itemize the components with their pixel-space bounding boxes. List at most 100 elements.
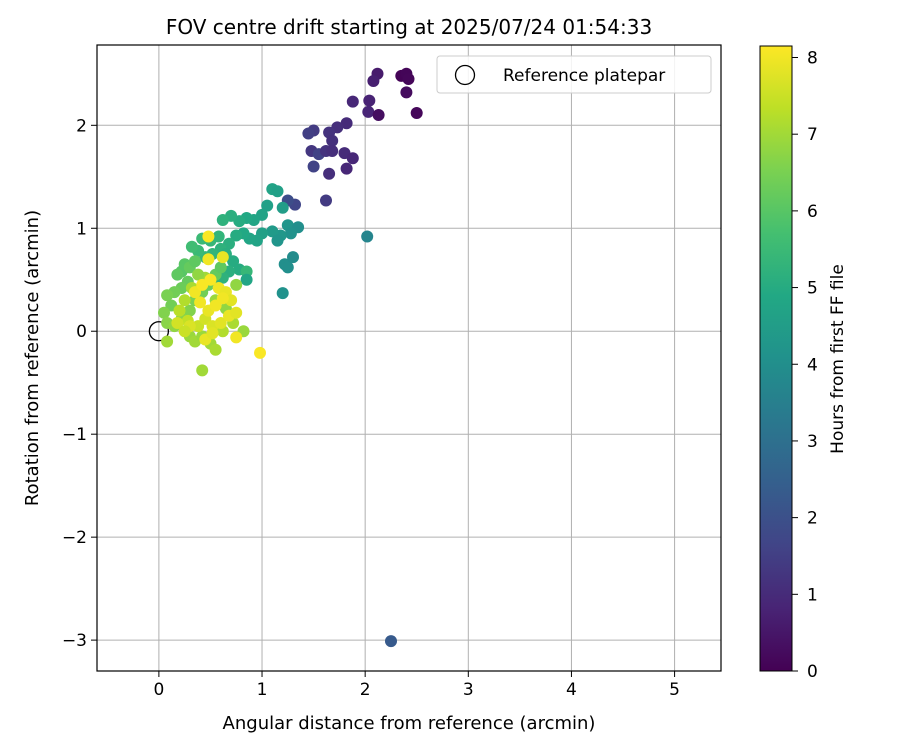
scatter-point [216, 292, 229, 305]
scatter-point [271, 185, 284, 198]
colorbar-label: Hours from first FF file [828, 264, 848, 454]
legend-marker-reference [454, 64, 476, 86]
scatter-point [284, 227, 297, 240]
scatter-point [254, 346, 266, 359]
scatter-point [192, 268, 205, 281]
scatter-point [361, 230, 374, 243]
scatter-point [204, 273, 217, 286]
colorbar-tick-label: 3 [807, 432, 818, 452]
scatter-point [385, 635, 397, 648]
x-tick-label: 0 [153, 680, 164, 700]
scatter-point [400, 86, 413, 99]
y-axis-ticks: −3 −2 −1 0 1 2 [62, 116, 97, 651]
scatter-point [261, 199, 274, 212]
scatter-point [410, 107, 423, 119]
scatter-point [214, 261, 227, 274]
scatter-point [276, 201, 289, 214]
scatter-point [209, 343, 222, 356]
scatter-point [189, 255, 201, 268]
scatter-point [230, 229, 243, 242]
x-tick-label: 4 [566, 680, 577, 700]
scatter-point [158, 306, 170, 319]
colorbar-tick-label: 0 [807, 662, 818, 682]
scatter-point [307, 160, 320, 173]
scatter-point [402, 73, 415, 85]
x-tick-label: 5 [669, 680, 680, 700]
scatter-point [173, 304, 186, 317]
scatter-point [240, 273, 253, 286]
scatter-point [202, 253, 215, 266]
scatter-point [178, 325, 191, 338]
y-tick-label: 0 [76, 322, 87, 342]
scatter-point [171, 317, 184, 329]
scatter-point [302, 127, 315, 140]
scatter-point [287, 251, 299, 264]
scatter-point [161, 335, 174, 348]
legend-label-reference: Reference platepar [503, 66, 665, 86]
colorbar-tick-label: 4 [807, 355, 818, 375]
scatter-point [230, 306, 243, 319]
scatter-point [340, 162, 353, 175]
scatter-point [240, 265, 253, 278]
chart-title: FOV centre drift starting at 2025/07/24 … [166, 15, 652, 39]
x-tick-label: 1 [257, 680, 268, 700]
scatter-point [281, 261, 294, 274]
colorbar-tick-label: 2 [807, 509, 818, 529]
scatter-point [266, 225, 279, 238]
colorbar-tick-label: 6 [807, 202, 818, 222]
y-tick-label: −3 [62, 631, 87, 651]
colorbar-tick-label: 8 [807, 49, 818, 69]
reference-platepar-marker [148, 321, 170, 342]
scatter-point [346, 152, 359, 165]
x-axis-ticks: 0 1 2 3 4 5 [153, 671, 680, 700]
scatter-point [340, 117, 353, 130]
x-axis-label: Angular distance from reference (arcmin) [223, 713, 596, 734]
scatter-point [212, 230, 225, 243]
scatter-point [362, 105, 375, 118]
y-tick-label: −2 [62, 528, 87, 548]
y-tick-label: 2 [76, 116, 87, 136]
scatter-point [227, 255, 240, 268]
scatter-point [216, 251, 229, 264]
scatter-point [346, 95, 359, 108]
scatter-point [196, 364, 209, 377]
colorbar-ticks: 0 1 2 3 4 5 6 7 8 [792, 49, 818, 682]
scatter-points [158, 67, 423, 648]
colorbar-tick-label: 7 [807, 125, 818, 145]
scatter-point [185, 240, 198, 253]
legend-box [436, 55, 712, 94]
scatter-point [372, 109, 385, 121]
scatter-point [320, 194, 332, 207]
plot-area-frame [96, 44, 722, 672]
y-tick-label: −1 [62, 425, 87, 445]
x-tick-label: 3 [463, 680, 474, 700]
scatter-point [214, 317, 227, 329]
scatter-point [230, 331, 243, 344]
colorbar-gradient [759, 45, 793, 672]
reference-marker-layer [148, 321, 170, 342]
scatter-point [276, 287, 289, 300]
legend: Reference platepar [436, 55, 712, 94]
scatter-point [206, 327, 219, 340]
x-tick-label: 2 [360, 680, 371, 700]
scatter-point [183, 304, 196, 317]
scatter-point [216, 214, 229, 226]
scatter-point [194, 296, 207, 309]
scatter-point [326, 134, 339, 147]
colorbar-tick-label: 5 [807, 279, 818, 299]
scatter-point [367, 75, 380, 87]
scatter-point [230, 278, 243, 291]
scatter-point [326, 145, 339, 157]
colorbar-tick-label: 1 [807, 585, 818, 605]
y-tick-label: 1 [76, 219, 87, 239]
scatter-point [178, 294, 191, 307]
scatter-point [161, 289, 174, 302]
scatter-point [202, 230, 215, 243]
grid-lines [97, 45, 721, 671]
scatter-point [323, 167, 336, 180]
colorbar: 0 1 2 3 4 5 6 7 8 Hours from first FF file [759, 45, 848, 682]
scatter-point [171, 268, 184, 281]
scatter-point [271, 234, 284, 247]
y-axis-label: Rotation from reference (arcmin) [22, 210, 43, 506]
